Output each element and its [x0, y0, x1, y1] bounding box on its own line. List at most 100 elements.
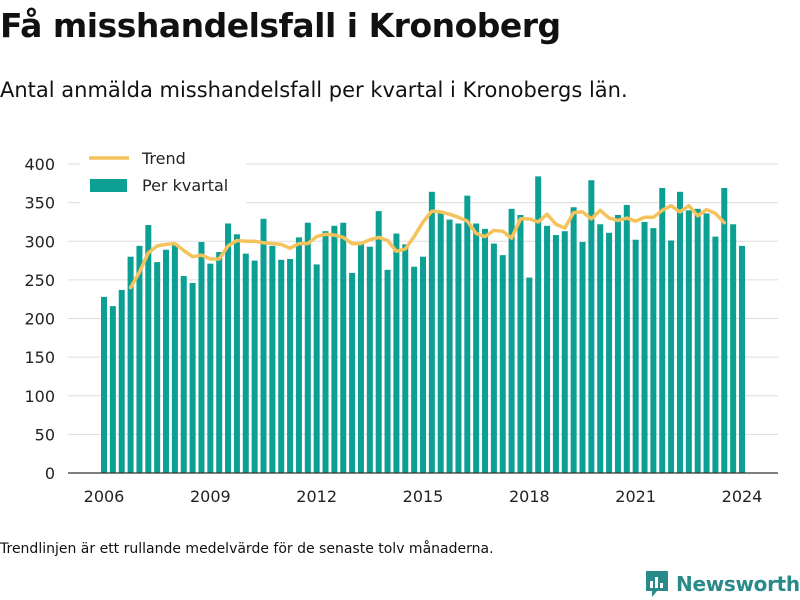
- bar: [552, 235, 559, 473]
- chart-title: Få misshandelsfall i Kronoberg: [0, 6, 561, 45]
- bar: [154, 262, 161, 473]
- bar: [366, 246, 373, 473]
- bar: [579, 242, 586, 473]
- bar: [641, 221, 648, 473]
- bar: [251, 260, 258, 473]
- bar: [508, 208, 515, 473]
- x-tick-label: 2018: [509, 487, 550, 506]
- bar: [428, 191, 435, 473]
- bar: [180, 276, 187, 473]
- bar: [357, 243, 364, 473]
- bar: [322, 231, 329, 473]
- bars: [101, 176, 745, 474]
- bar: [127, 256, 134, 473]
- brand-logo: Newsworthy: [644, 569, 800, 599]
- x-axis-ticks: 2006 2009 2012 2015 2018 2021 2024: [84, 487, 763, 506]
- bar: [739, 245, 745, 473]
- bar: [473, 223, 480, 473]
- newsworthy-logo-icon: [646, 571, 668, 597]
- bar: [171, 243, 178, 473]
- bar: [499, 255, 506, 473]
- bar: [145, 225, 152, 473]
- bar: [482, 228, 489, 473]
- chart: 0 50 100 150 200 250 300 350 400 2006 2009 2012 201…: [24, 146, 778, 506]
- y-tick-label: 350: [24, 194, 55, 213]
- bar: [313, 264, 320, 473]
- bar: [420, 256, 426, 473]
- bar: [225, 223, 232, 473]
- bar: [242, 253, 249, 473]
- bar: [260, 218, 267, 473]
- bar: [402, 244, 409, 473]
- bar: [561, 231, 568, 473]
- bar: [207, 263, 214, 473]
- bar: [694, 208, 701, 473]
- y-tick-label: 200: [24, 310, 55, 329]
- bar: [597, 224, 604, 473]
- bar: [526, 277, 533, 473]
- bar: [384, 269, 391, 473]
- bar: [393, 233, 400, 473]
- bar: [331, 225, 338, 473]
- x-tick-label: 2009: [190, 487, 231, 506]
- bar: [198, 242, 205, 473]
- bar: [623, 204, 630, 473]
- y-axis-ticks: 0 50 100 150 200 250 300 350 400: [24, 155, 55, 483]
- y-tick-label: 0: [45, 464, 55, 483]
- x-tick-label: 2006: [84, 487, 125, 506]
- bar: [544, 225, 551, 473]
- brand-name: Newsworthy: [676, 572, 800, 596]
- bar: [411, 266, 418, 473]
- bar: [189, 282, 196, 473]
- legend: Trend Per kvartal: [80, 146, 246, 204]
- bar: [614, 214, 621, 474]
- bar: [349, 272, 356, 473]
- legend-trend-label: Trend: [141, 149, 186, 168]
- trend-line: [128, 203, 727, 290]
- bar: [118, 289, 125, 473]
- bar: [588, 180, 595, 473]
- y-tick-label: 400: [24, 155, 55, 174]
- legend-background: [80, 146, 246, 204]
- bar: [730, 224, 737, 473]
- bar: [109, 306, 116, 473]
- y-tick-label: 250: [24, 271, 55, 290]
- bar: [570, 207, 577, 473]
- bar: [437, 211, 444, 473]
- bar: [606, 232, 613, 473]
- bar: [712, 236, 719, 473]
- bar: [659, 187, 666, 473]
- bar: [101, 296, 107, 473]
- y-tick-label: 100: [24, 387, 55, 406]
- bar: [668, 240, 675, 473]
- bar: [295, 237, 302, 473]
- bar: [287, 259, 294, 473]
- bar: [685, 210, 692, 473]
- bar: [490, 243, 497, 473]
- x-tick-label: 2012: [296, 487, 337, 506]
- x-tick-label: 2015: [403, 487, 444, 506]
- y-tick-label: 50: [35, 425, 55, 444]
- bar: [216, 252, 223, 473]
- bar: [517, 214, 524, 474]
- bar: [278, 259, 285, 473]
- legend-bars-swatch: [90, 179, 127, 192]
- bar: [650, 228, 657, 473]
- chart-subtitle: Antal anmälda misshandelsfall per kvarta…: [0, 78, 628, 102]
- bar: [136, 245, 143, 473]
- y-tick-label: 150: [24, 348, 55, 367]
- bar: [464, 195, 471, 474]
- bar: [721, 187, 728, 473]
- bar: [455, 223, 462, 473]
- bar: [632, 239, 639, 473]
- bar: [535, 176, 542, 474]
- bar: [446, 219, 453, 473]
- legend-bars-label: Per kvartal: [142, 176, 228, 195]
- bar: [233, 234, 240, 473]
- bar: [375, 211, 382, 473]
- y-tick-label: 300: [24, 232, 55, 251]
- bar: [269, 245, 276, 473]
- bar: [676, 191, 683, 473]
- bar: [163, 249, 170, 473]
- bar: [340, 222, 347, 473]
